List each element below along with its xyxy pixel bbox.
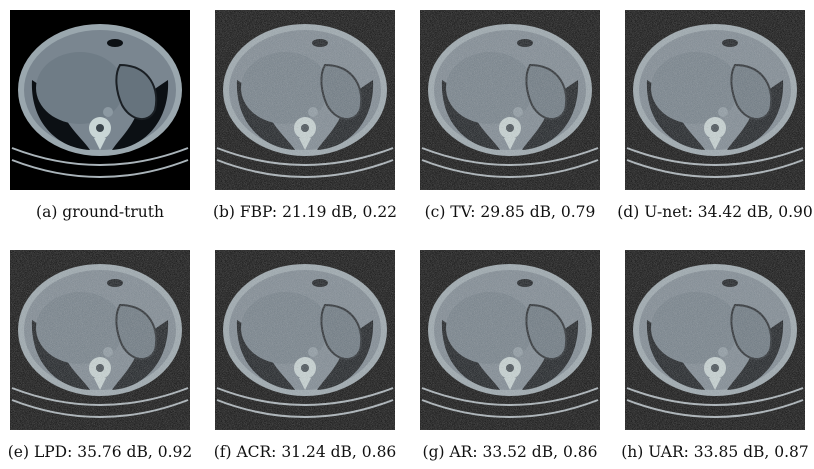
ct-image-d	[625, 10, 805, 190]
caption-f: (f) ACR: 31.24 dB, 0.86	[213, 443, 397, 461]
ct-image-f	[215, 250, 395, 430]
noise-overlay	[420, 10, 600, 190]
ct-slice-svg	[215, 10, 395, 190]
ct-image-b	[215, 10, 395, 190]
caption-h: (h) UAR: 33.85 dB, 0.87	[621, 443, 809, 461]
ct-slice-svg	[625, 250, 805, 430]
ct-slice-svg	[625, 10, 805, 190]
noise-overlay	[10, 250, 190, 430]
caption-d: (d) U-net: 34.42 dB, 0.90	[617, 203, 813, 221]
caption-c: (c) TV: 29.85 dB, 0.79	[424, 203, 596, 221]
table-arc-1	[11, 147, 189, 166]
caption-b: (b) FBP: 21.19 dB, 0.22	[212, 203, 398, 221]
stomach	[115, 63, 158, 120]
noise-overlay	[625, 10, 805, 190]
table-arc-2	[11, 159, 189, 178]
caption-a: (a) ground-truth	[36, 203, 164, 221]
ct-slice-svg	[10, 10, 190, 190]
ct-image-a	[10, 10, 190, 190]
spinal-canal	[96, 124, 104, 132]
aorta	[103, 107, 113, 117]
ct-slice-svg	[10, 250, 190, 430]
gas-pocket	[107, 39, 123, 47]
spinous-process	[94, 138, 106, 150]
ct-slice-svg	[420, 250, 600, 430]
caption-g: (g) AR: 33.52 dB, 0.86	[422, 443, 598, 461]
ct-image-h	[625, 250, 805, 430]
noise-overlay	[215, 250, 395, 430]
noise-overlay	[215, 10, 395, 190]
caption-e: (e) LPD: 35.76 dB, 0.92	[7, 443, 193, 461]
liver	[36, 52, 124, 124]
ct-slice-svg	[420, 10, 600, 190]
ct-slice-svg	[215, 250, 395, 430]
noise-overlay	[420, 250, 600, 430]
noise-overlay	[625, 250, 805, 430]
ct-image-c	[420, 10, 600, 190]
ct-image-e	[10, 250, 190, 430]
ct-image-g	[420, 250, 600, 430]
